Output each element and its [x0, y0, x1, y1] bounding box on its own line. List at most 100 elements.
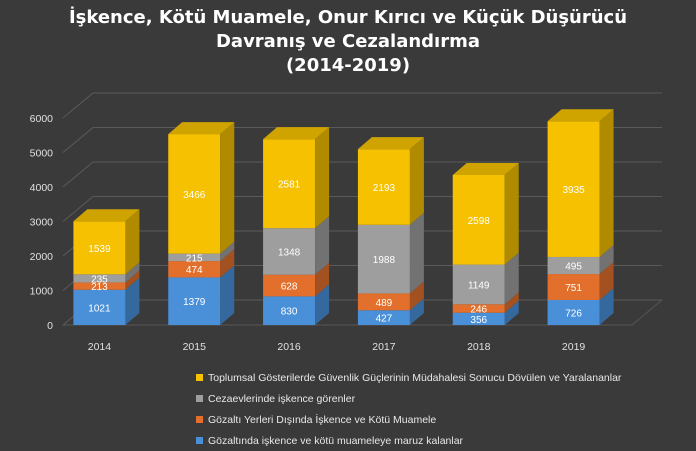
y-tick-label: 6000 [30, 113, 54, 125]
bar-2016-series-2 [263, 228, 316, 275]
data-label: 495 [565, 262, 582, 273]
chart-title-line-2: Davranış ve Cezalandırma [215, 31, 481, 52]
bar-side-2016-series-3 [315, 127, 330, 229]
bar-top-2017 [357, 137, 424, 150]
data-label: 1021 [88, 303, 111, 314]
data-label: 1539 [88, 244, 111, 255]
data-label: 830 [281, 307, 298, 318]
legend-swatch [196, 395, 203, 402]
bar-2014-series-0 [73, 289, 126, 325]
legend-item: Gözaltı Yerleri Dışında İşkence ve Kötü … [196, 409, 621, 430]
bar-side-2014-series-3 [125, 209, 140, 275]
bar-side-2014-series-2 [125, 262, 140, 283]
legend-label: Toplumsal Gösterilerde Güvenlik Güçlerin… [208, 371, 622, 384]
bar-2017-series-3 [357, 149, 410, 225]
legend-swatch [196, 437, 203, 444]
bar-top-2016 [263, 127, 330, 140]
legend-item: Gözaltında işkence ve kötü muameleye mar… [196, 430, 621, 451]
bar-2018-series-0 [452, 312, 505, 325]
bar-side-2017-series-0 [409, 298, 424, 325]
bar-side-2019-series-0 [599, 287, 614, 325]
bar-2017-series-2 [357, 224, 410, 294]
bar-2015-series-2 [168, 253, 221, 262]
legend-label: Gözaltında işkence ve kötü muameleye mar… [208, 434, 464, 447]
y-tick-label: 1000 [30, 286, 54, 298]
bar-2014-series-3 [73, 221, 126, 275]
data-label: 1149 [468, 280, 490, 291]
bar-side-2016-series-1 [315, 262, 330, 297]
bar-2018-series-3 [452, 174, 505, 265]
bar-2014-series-2 [73, 274, 126, 283]
data-label: 489 [376, 298, 393, 309]
y-tick-label: 3000 [30, 217, 54, 229]
bar-side-2014-series-1 [125, 270, 140, 290]
legend-item: Cezaevlerinde işkence görenler [196, 388, 621, 409]
bar-2019-series-0 [547, 299, 600, 325]
bar-2016-series-0 [263, 296, 316, 325]
bar-side-2016-series-2 [315, 216, 330, 275]
gridline-depth [62, 92, 94, 119]
legend-label: Gözaltı Yerleri Dışında İşkence ve Kötü … [208, 413, 437, 426]
bar-side-2018-series-2 [504, 252, 519, 305]
chart-title-line-3: (2014-2019) [285, 55, 411, 76]
data-label: 235 [91, 274, 108, 285]
y-tick-label: 0 [47, 320, 53, 332]
data-label: 2581 [278, 180, 301, 191]
x-tick-label: 2017 [372, 341, 396, 353]
bar-top-2015 [168, 122, 235, 135]
chart-title: İşkence, Kötü Muamele, Onur Kırıcı ve Kü… [0, 6, 696, 78]
x-tick-label: 2018 [467, 341, 491, 353]
data-label: 3466 [183, 190, 206, 201]
data-label: 2193 [373, 183, 396, 194]
legend-item: Toplumsal Gösterilerde Güvenlik Güçlerin… [196, 367, 621, 388]
bar-side-2018-series-3 [504, 162, 519, 265]
bar-side-2015-series-2 [220, 241, 235, 262]
bar-side-2017-series-3 [409, 137, 424, 225]
data-label: 213 [91, 282, 108, 293]
bar-side-2019-series-2 [599, 244, 614, 275]
bar-side-2019-series-3 [599, 109, 614, 257]
legend-swatch [196, 374, 203, 381]
bar-2018-series-2 [452, 264, 505, 305]
y-tick-label: 5000 [30, 148, 54, 160]
bar-2015-series-0 [168, 277, 221, 325]
legend-swatch [196, 416, 203, 423]
bar-side-2018-series-0 [504, 300, 519, 325]
y-tick-label: 2000 [30, 251, 54, 263]
data-label: 751 [565, 283, 582, 294]
bar-2018-series-1 [452, 304, 505, 313]
data-label: 2598 [468, 216, 491, 227]
y-tick-label: 4000 [30, 182, 54, 194]
x-tick-label: 2015 [183, 341, 207, 353]
bar-2019-series-3 [547, 121, 600, 257]
bar-side-2016-series-0 [315, 284, 330, 325]
data-label: 628 [281, 282, 298, 293]
bar-side-2017-series-2 [409, 212, 424, 294]
bar-top-2019 [547, 109, 614, 122]
bar-top-2018 [452, 162, 519, 175]
bar-side-2018-series-1 [504, 292, 519, 313]
bar-2019-series-1 [547, 274, 600, 300]
data-label: 3935 [562, 185, 585, 196]
chart-legend: Toplumsal Gösterilerde Güvenlik Güçlerin… [196, 367, 621, 451]
x-tick-label: 2019 [562, 341, 586, 353]
data-label: 215 [186, 253, 203, 264]
gridline-depth [62, 161, 94, 188]
bar-top-2014 [73, 209, 140, 222]
data-label: 356 [470, 315, 487, 326]
bar-side-2017-series-1 [409, 281, 424, 311]
bar-2016-series-3 [263, 139, 316, 229]
data-label: 246 [470, 304, 487, 315]
bar-side-2014-series-0 [125, 277, 140, 325]
bar-2016-series-1 [263, 274, 316, 297]
data-label: 1348 [278, 247, 301, 258]
data-label: 1379 [183, 297, 206, 308]
bar-2017-series-1 [357, 293, 410, 311]
bar-side-2015-series-1 [220, 249, 235, 278]
legend-label: Cezaevlerinde işkence görenler [208, 392, 356, 405]
data-label: 474 [186, 265, 203, 276]
bar-2014-series-1 [73, 282, 126, 290]
data-label: 427 [376, 314, 393, 325]
